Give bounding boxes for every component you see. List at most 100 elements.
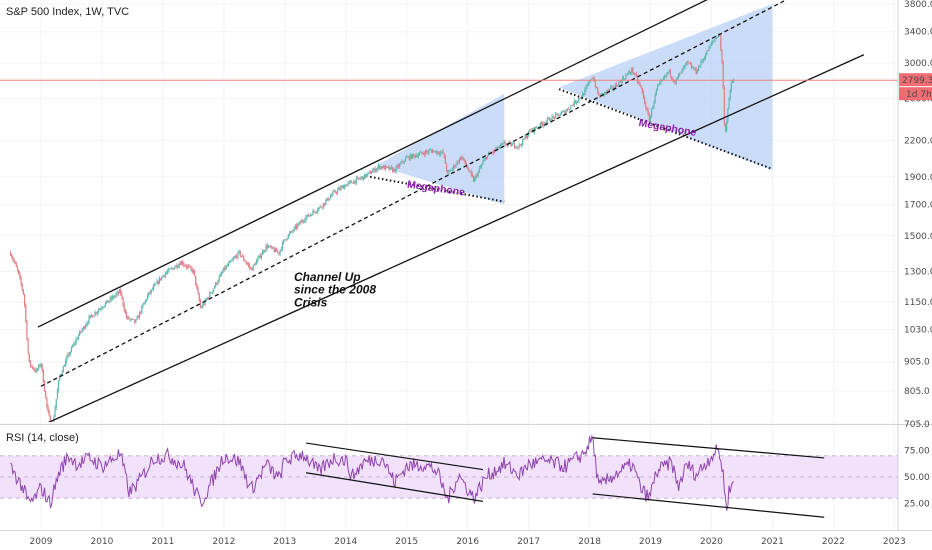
candle-body: [515, 147, 517, 148]
candle-body: [336, 189, 339, 193]
candle-body: [152, 286, 155, 290]
candle-body: [696, 70, 698, 74]
candle-body: [449, 170, 451, 172]
candle-body: [339, 188, 341, 190]
candle-body: [91, 315, 94, 318]
candle-body: [43, 382, 46, 392]
price-tick-label: 805.0: [904, 387, 930, 397]
rsi-line: [10, 434, 734, 511]
candle-body: [46, 397, 48, 407]
candle-body: [270, 245, 272, 248]
candle-body: [246, 263, 248, 265]
candle-body: [447, 170, 449, 173]
candle-body: [49, 415, 51, 422]
candle-body: [313, 210, 315, 212]
candle-body: [531, 128, 533, 132]
candle-body: [84, 325, 87, 329]
candle-body: [610, 87, 612, 89]
candle-body: [663, 75, 666, 79]
candle-body: [606, 90, 608, 93]
candle-body: [101, 307, 103, 309]
candle-body: [561, 111, 564, 113]
candle-body: [583, 93, 585, 96]
candle-body: [463, 159, 465, 160]
candle-body: [318, 207, 320, 211]
candle-body: [230, 260, 232, 262]
candle-body: [646, 108, 648, 110]
candle-body: [106, 300, 108, 303]
candle-body: [172, 268, 175, 270]
candle-body: [585, 87, 587, 90]
candle-body: [584, 89, 586, 96]
candle-body: [573, 100, 575, 106]
candle-body: [639, 83, 641, 86]
candle-body: [549, 118, 551, 121]
candle-body: [115, 294, 117, 296]
candle-body: [386, 166, 388, 167]
candle-body: [206, 297, 209, 300]
candle-body: [188, 266, 190, 267]
candle-body: [195, 275, 197, 285]
candle-body: [243, 256, 245, 261]
candle-body: [477, 171, 479, 177]
candle-body: [355, 178, 357, 183]
candle-body: [474, 177, 476, 182]
candle-body: [625, 75, 627, 79]
candle-body: [634, 74, 636, 75]
candle-body: [109, 297, 111, 302]
candle-body: [231, 259, 233, 261]
candle-body: [423, 153, 425, 155]
candle-body: [281, 242, 284, 250]
candle-body: [588, 80, 591, 84]
candle-body: [389, 167, 391, 170]
candle-body: [455, 164, 457, 167]
candle-body: [629, 72, 632, 74]
candle-body: [215, 282, 217, 287]
candle-body: [25, 304, 27, 321]
candle-body: [388, 167, 390, 170]
candle-body: [15, 263, 17, 267]
candle-body: [219, 274, 221, 277]
candle-body: [443, 152, 445, 157]
candle-body: [556, 113, 558, 115]
candle-body: [74, 342, 76, 344]
candle-body: [157, 281, 159, 284]
candle-body: [379, 165, 381, 169]
candle-body: [416, 155, 418, 157]
candle-body: [542, 123, 544, 126]
candle-body: [259, 255, 261, 258]
time-tick-label: 2016: [456, 537, 479, 547]
time-tick-label: 2009: [30, 537, 53, 547]
candle-body: [82, 326, 84, 330]
candle-body: [68, 354, 70, 355]
candle-body: [13, 259, 15, 262]
candle-body: [644, 96, 646, 104]
candle-body: [565, 111, 567, 114]
candle-body: [334, 190, 336, 193]
candle-body: [513, 143, 516, 148]
candle-body: [42, 370, 44, 383]
candle-body: [460, 158, 462, 160]
candle-body: [117, 292, 119, 294]
candle-body: [628, 71, 631, 73]
candle-body: [392, 167, 394, 172]
candle-body: [210, 292, 212, 294]
candle-body: [370, 172, 373, 174]
candle-body: [12, 257, 14, 260]
candle-body: [544, 123, 546, 125]
candle-body: [409, 154, 411, 160]
candle-body: [283, 240, 285, 243]
candle-body: [305, 217, 307, 221]
candle-body: [701, 61, 703, 62]
candle-body: [572, 105, 574, 106]
candle-body: [80, 331, 82, 333]
candle-body: [309, 214, 312, 216]
candle-body: [99, 309, 101, 310]
candle-body: [431, 150, 434, 153]
candle-body: [647, 109, 649, 115]
candle-body: [54, 407, 56, 417]
candle-body: [261, 251, 264, 255]
candle-body: [730, 83, 732, 91]
